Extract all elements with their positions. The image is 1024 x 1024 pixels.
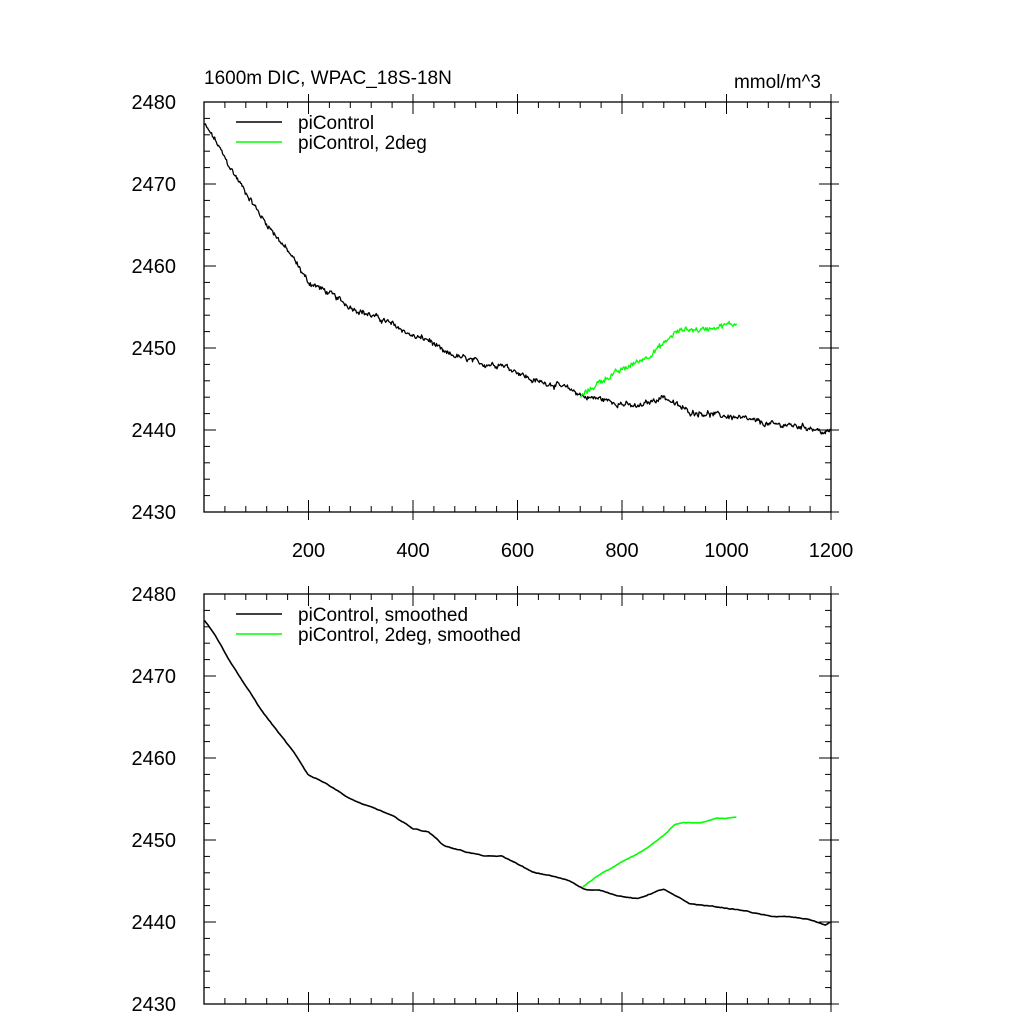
y-tick-label: 2470	[132, 666, 177, 688]
x-tick-label: 1200	[809, 540, 854, 562]
legend-label: piControl	[298, 113, 374, 134]
y-tick-label: 2480	[132, 584, 177, 606]
legend-label: piControl, 2deg, smoothed	[298, 625, 521, 646]
plot-frame	[203, 593, 832, 1005]
y-tick-label: 2440	[132, 420, 177, 442]
bottom-panel: 2430 2440 2450 2460 2470 2480 piControl, smoot…	[132, 584, 839, 1016]
series-line-black	[203, 619, 831, 926]
x-tick-label: 400	[396, 540, 429, 562]
y-tick-label: 2470	[132, 174, 177, 196]
chart-title: 1600m DIC, WPAC_18S-18N	[204, 68, 452, 89]
y-tick-label: 2430	[132, 502, 177, 524]
y-tick-label: 2440	[132, 912, 177, 934]
series-line-green	[582, 816, 737, 888]
legend-label: piControl, smoothed	[298, 605, 468, 626]
y-tick-label: 2460	[132, 748, 177, 770]
series-line-green	[579, 320, 738, 398]
axis-ticks	[204, 586, 839, 1012]
y-tick-label: 2450	[132, 830, 177, 852]
y-tick-label: 2430	[132, 994, 177, 1016]
series-line-black	[203, 123, 831, 435]
plot-frame	[203, 101, 832, 513]
legend-label: piControl, 2deg	[298, 133, 427, 154]
units-label: mmol/m^3	[734, 72, 821, 93]
top-panel: 2430 2440 2450 2460 2470 2480 200 400 600 800 1000…	[132, 68, 854, 562]
x-tick-label: 800	[605, 540, 638, 562]
y-tick-label: 2460	[132, 256, 177, 278]
x-tick-label: 1000	[704, 540, 749, 562]
axis-ticks	[204, 94, 839, 520]
x-tick-label: 600	[501, 540, 534, 562]
y-tick-label: 2480	[132, 92, 177, 114]
y-tick-label: 2450	[132, 338, 177, 360]
x-tick-label: 200	[292, 540, 325, 562]
